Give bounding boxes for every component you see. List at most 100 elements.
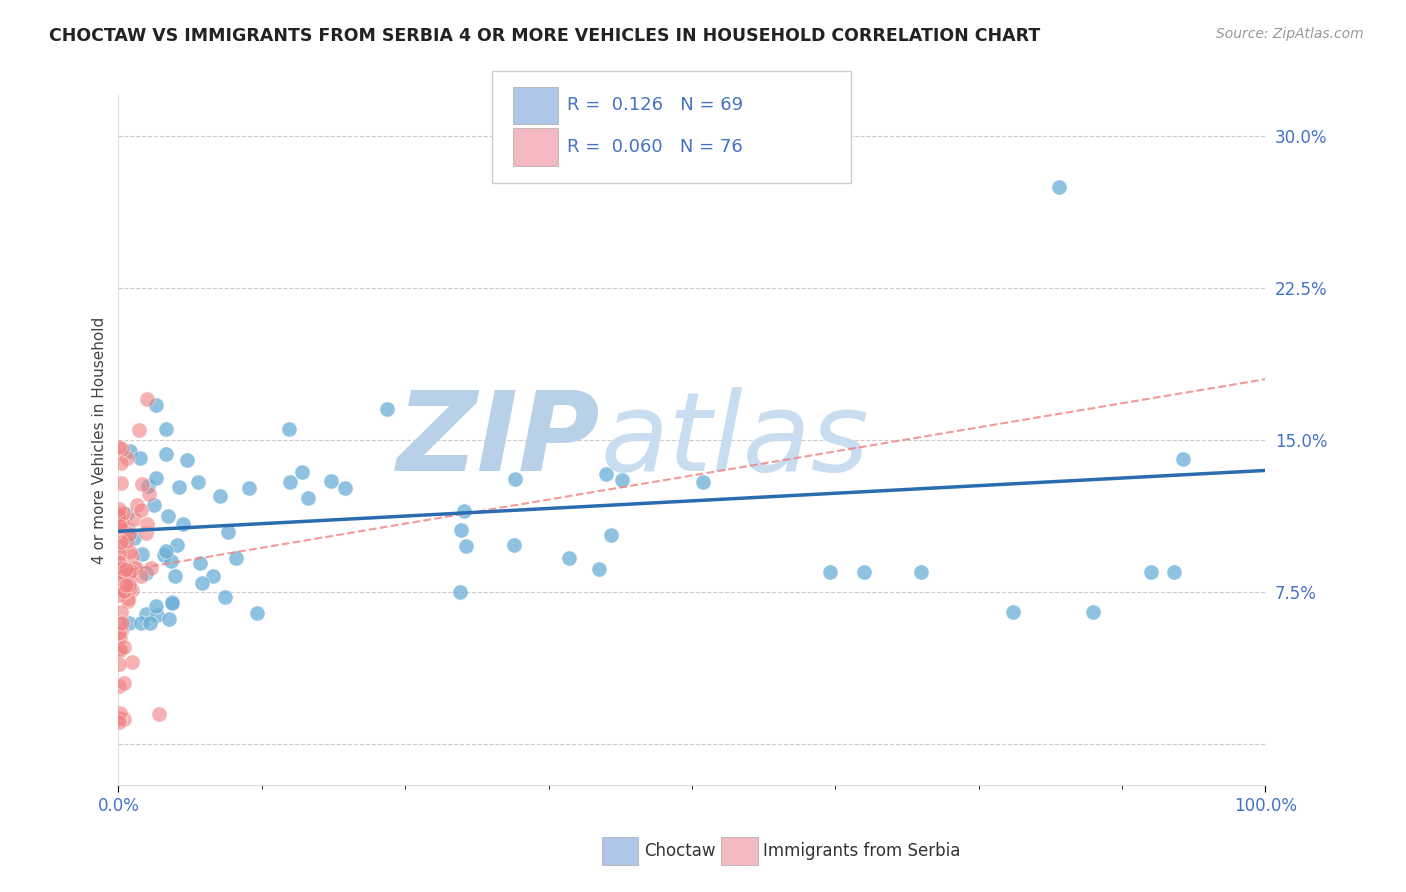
Point [155, 544, 177, 558]
Point [217, 524, 239, 539]
Point [128, 423, 150, 437]
Point [450, 523, 472, 537]
Point [290, 466, 312, 480]
Point [118, 566, 141, 581]
Point [156, 508, 179, 523]
Point [112, 712, 135, 726]
Point [110, 456, 132, 470]
Point [114, 562, 136, 576]
Point [120, 564, 142, 578]
Point [115, 508, 138, 522]
Point [110, 508, 132, 522]
Point [1002, 606, 1025, 620]
Point [135, 566, 157, 581]
Point [131, 503, 153, 517]
Point [111, 571, 134, 585]
Point [131, 547, 153, 561]
Point [159, 554, 181, 568]
Point [558, 550, 581, 565]
Point [117, 594, 139, 608]
Point [118, 571, 141, 585]
Point [610, 473, 633, 487]
Point [146, 607, 169, 622]
Point [595, 467, 617, 482]
Point [165, 569, 187, 583]
Point [208, 490, 231, 504]
Point [145, 599, 167, 613]
Text: ZIP: ZIP [396, 386, 600, 493]
Point [246, 606, 269, 620]
Point [108, 548, 131, 562]
Point [160, 595, 183, 609]
Point [108, 714, 131, 729]
Point [297, 491, 319, 506]
Point [110, 535, 132, 549]
Point [191, 575, 214, 590]
Point [111, 516, 134, 530]
Point [122, 512, 145, 526]
Point [148, 706, 170, 721]
Point [112, 583, 135, 598]
Point [153, 548, 176, 562]
Point [121, 549, 143, 563]
Point [145, 398, 167, 412]
Point [115, 577, 138, 591]
Point [115, 450, 138, 465]
Point [588, 562, 610, 576]
Point [453, 503, 475, 517]
Point [114, 566, 136, 581]
Point [910, 565, 932, 579]
Point [143, 498, 166, 512]
Point [111, 508, 134, 523]
Text: Source: ZipAtlas.com: Source: ZipAtlas.com [1216, 27, 1364, 41]
Text: atlas: atlas [600, 386, 869, 493]
Point [139, 615, 162, 630]
Point [108, 441, 131, 455]
Point [110, 560, 132, 574]
Point [111, 564, 134, 578]
Point [110, 540, 132, 554]
Point [201, 569, 224, 583]
Point [172, 516, 194, 531]
Point [108, 522, 131, 536]
Point [1171, 452, 1194, 467]
Point [108, 626, 131, 640]
Point [238, 481, 260, 495]
Point [110, 605, 132, 619]
Point [118, 615, 141, 630]
Point [108, 679, 131, 693]
Point [129, 615, 152, 630]
Point [160, 596, 183, 610]
Point [108, 642, 131, 657]
Point [120, 544, 142, 558]
Point [111, 506, 134, 520]
Point [131, 569, 153, 583]
Point [108, 519, 131, 533]
Point [135, 526, 157, 541]
Point [449, 585, 471, 599]
Point [112, 563, 135, 577]
Point [108, 643, 131, 657]
Text: Immigrants from Serbia: Immigrants from Serbia [763, 842, 960, 860]
Point [117, 591, 139, 606]
Point [108, 711, 131, 725]
Point [503, 472, 526, 486]
Point [110, 570, 132, 584]
Point [108, 657, 131, 671]
Point [121, 656, 143, 670]
Point [852, 565, 875, 579]
Point [818, 565, 841, 579]
Point [115, 534, 138, 549]
Point [108, 502, 131, 516]
Point [599, 528, 621, 542]
Point [108, 508, 131, 522]
Point [111, 516, 134, 530]
Point [124, 560, 146, 574]
Point [136, 392, 159, 407]
Point [278, 475, 301, 489]
Point [112, 640, 135, 655]
Point [108, 616, 131, 631]
Point [108, 555, 131, 569]
Point [503, 538, 526, 552]
Point [117, 522, 139, 536]
